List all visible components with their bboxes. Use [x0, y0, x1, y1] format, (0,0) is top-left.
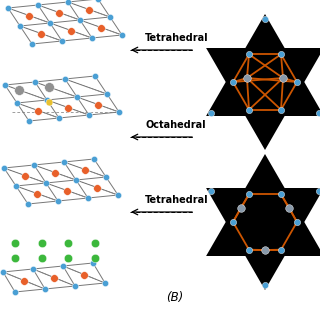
Polygon shape [206, 188, 320, 290]
Text: Tetrahedral: Tetrahedral [145, 195, 209, 205]
Polygon shape [206, 48, 320, 150]
Text: Tetrahedral: Tetrahedral [145, 33, 209, 43]
Polygon shape [206, 14, 320, 116]
Text: (B): (B) [166, 292, 184, 305]
Polygon shape [206, 154, 320, 256]
Text: Octahedral: Octahedral [145, 120, 206, 130]
